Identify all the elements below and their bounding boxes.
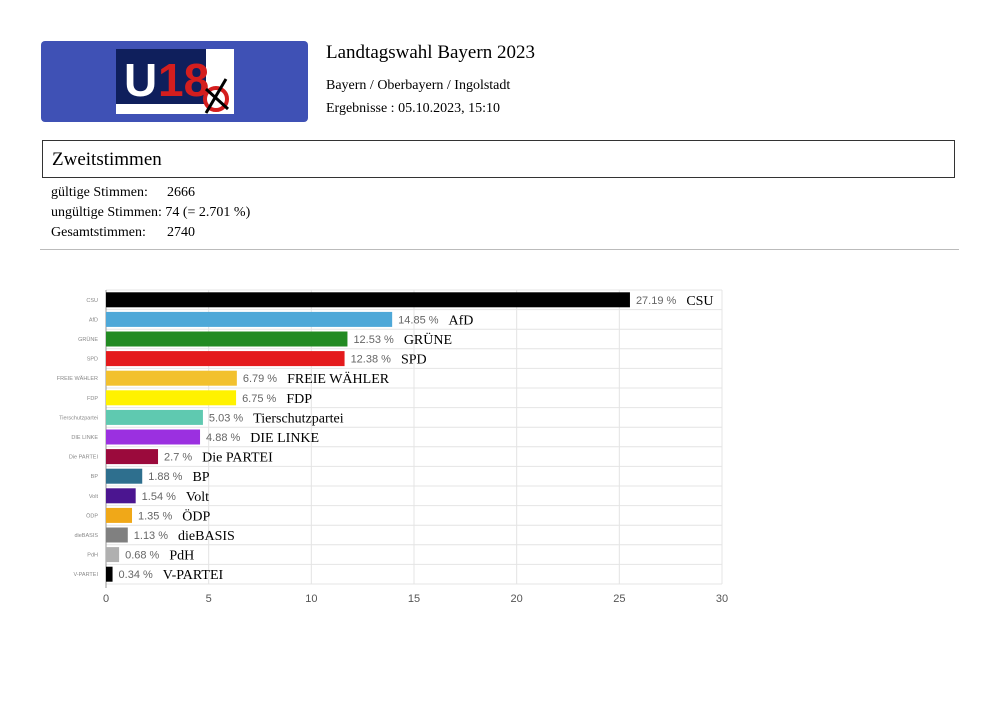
x-tick-label: 30 bbox=[716, 593, 728, 605]
bar-8 bbox=[106, 449, 159, 465]
party-label: SPD bbox=[401, 353, 427, 368]
value-label: 1.54 % bbox=[142, 491, 176, 503]
x-tick-label: 25 bbox=[613, 593, 625, 605]
bar-12 bbox=[106, 527, 128, 543]
bar-2 bbox=[106, 331, 348, 347]
divider bbox=[40, 249, 959, 250]
bar-3 bbox=[106, 351, 345, 367]
bar-9 bbox=[106, 468, 143, 484]
y-tick-label: GRÜNE bbox=[78, 336, 98, 343]
value-label: 6.75 % bbox=[242, 393, 276, 405]
value-label: 0.68 % bbox=[125, 550, 159, 562]
x-tick-label: 15 bbox=[408, 593, 420, 605]
stat-total: Gesamtstimmen: 2740 bbox=[51, 225, 195, 241]
value-label: 12.53 % bbox=[353, 334, 394, 346]
y-tick-label: FREIE WÄHLER bbox=[57, 375, 98, 382]
party-label: CSU bbox=[686, 294, 713, 309]
bar-14 bbox=[106, 566, 113, 582]
stat-value: 2666 bbox=[167, 185, 195, 200]
svg-text:18: 18 bbox=[158, 54, 209, 106]
party-label: GRÜNE bbox=[404, 331, 452, 348]
stat-label: ungültige Stimmen: bbox=[51, 205, 162, 220]
y-tick-label: BP bbox=[91, 474, 99, 480]
stat-label: gültige Stimmen: bbox=[51, 185, 148, 200]
svg-text:U: U bbox=[124, 54, 157, 106]
x-tick-label: 5 bbox=[206, 593, 212, 605]
section-title: Zweitstimmen bbox=[52, 149, 162, 170]
party-label: Volt bbox=[186, 490, 209, 505]
page-title: Landtagswahl Bayern 2023 bbox=[326, 42, 535, 63]
value-label: 1.13 % bbox=[134, 530, 168, 542]
u18-logo: U 18 bbox=[116, 49, 234, 114]
party-label: AfD bbox=[449, 313, 474, 328]
x-tick-label: 0 bbox=[103, 593, 109, 605]
value-label: 5.03 % bbox=[209, 412, 243, 424]
y-tick-label: AfD bbox=[89, 317, 98, 323]
y-tick-label: Die PARTEI bbox=[69, 455, 99, 461]
value-label: 4.88 % bbox=[206, 432, 240, 444]
stat-valid: gültige Stimmen: 2666 bbox=[51, 185, 195, 201]
party-label: Tierschutzpartei bbox=[253, 411, 344, 426]
x-tick-label: 10 bbox=[305, 593, 317, 605]
y-tick-label: V-PARTEI bbox=[73, 572, 98, 578]
party-label: V-PARTEI bbox=[163, 568, 224, 583]
value-label: 2.7 % bbox=[164, 452, 192, 464]
party-label: FDP bbox=[286, 392, 312, 407]
logo-banner: U 18 bbox=[41, 41, 308, 122]
stat-value: 2740 bbox=[167, 225, 195, 240]
section-header: Zweitstimmen bbox=[42, 140, 955, 178]
value-label: 27.19 % bbox=[636, 295, 677, 307]
party-label: dieBASIS bbox=[178, 529, 235, 544]
party-label: PdH bbox=[169, 549, 194, 564]
bar-1 bbox=[106, 311, 393, 327]
bar-0 bbox=[106, 292, 630, 308]
bar-5 bbox=[106, 390, 237, 406]
bar-7 bbox=[106, 429, 201, 445]
y-tick-label: PdH bbox=[87, 553, 98, 559]
value-label: 14.85 % bbox=[398, 314, 439, 326]
y-tick-label: SPD bbox=[87, 357, 98, 363]
y-tick-label: Tierschutzpartei bbox=[59, 415, 98, 421]
party-label: DIE LINKE bbox=[250, 431, 319, 446]
bar-4 bbox=[106, 370, 237, 386]
value-label: 1.35 % bbox=[138, 510, 172, 522]
y-tick-label: FDP bbox=[87, 396, 98, 402]
party-label: BP bbox=[192, 470, 209, 485]
party-label: ÖDP bbox=[182, 507, 210, 524]
results-timestamp: Ergebnisse : 05.10.2023, 15:10 bbox=[326, 101, 500, 116]
stat-value: 74 (= 2.701 %) bbox=[165, 205, 251, 220]
party-label: Die PARTEI bbox=[202, 451, 273, 466]
bar-11 bbox=[106, 507, 133, 523]
stat-invalid: ungültige Stimmen: 74 (= 2.701 %) bbox=[51, 205, 250, 221]
party-label: FREIE WÄHLER bbox=[287, 370, 390, 387]
y-tick-label: Volt bbox=[89, 494, 99, 500]
value-label: 6.79 % bbox=[243, 373, 277, 385]
x-tick-label: 20 bbox=[511, 593, 523, 605]
y-tick-label: dieBASIS bbox=[74, 533, 98, 539]
y-tick-label: CSU bbox=[86, 298, 98, 304]
y-tick-label: DIE LINKE bbox=[71, 435, 98, 441]
bar-10 bbox=[106, 488, 136, 504]
value-label: 0.34 % bbox=[119, 569, 153, 581]
y-tick-label: ÖDP bbox=[86, 512, 98, 519]
breadcrumb: Bayern / Oberbayern / Ingolstadt bbox=[326, 78, 511, 93]
value-label: 12.38 % bbox=[351, 354, 392, 366]
stat-label: Gesamtstimmen: bbox=[51, 225, 146, 240]
bar-6 bbox=[106, 409, 203, 425]
value-label: 1.88 % bbox=[148, 471, 182, 483]
bar-13 bbox=[106, 547, 120, 563]
